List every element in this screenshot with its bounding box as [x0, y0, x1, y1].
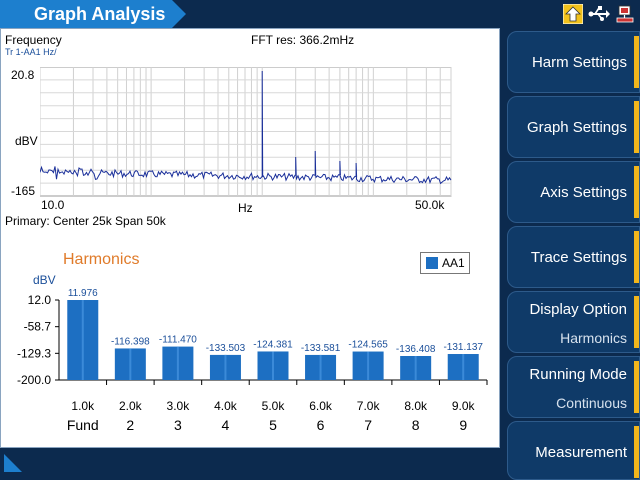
harmonic-frequency-label: 7.0k — [357, 399, 381, 413]
harmonic-bar-highlight — [272, 351, 274, 380]
menu-button-harm-settings[interactable]: Harm Settings — [507, 31, 640, 93]
spectrum-x-max: 50.0k — [415, 198, 445, 212]
harmonic-order-label: 5 — [269, 417, 277, 433]
harmonic-value-label: -111.470 — [159, 335, 197, 346]
usb-icon — [588, 3, 610, 25]
spectrum-y-min: -165 — [11, 184, 36, 198]
title-tab — [0, 0, 186, 28]
harmonics-y-unit: dBV — [33, 273, 56, 287]
page-title: Graph Analysis — [34, 4, 166, 24]
status-icons — [562, 3, 636, 25]
harmonic-frequency-label: 9.0k — [452, 399, 476, 413]
harmonic-bar-highlight — [414, 356, 417, 380]
menu-button-trace-settings[interactable]: Trace Settings — [507, 226, 640, 288]
harmonic-order-label: 9 — [459, 417, 467, 433]
menu-sub-value: Harmonics — [560, 330, 627, 346]
harmonics-legend: AA1 — [420, 252, 470, 274]
harmonic-frequency-label: 6.0k — [309, 399, 333, 413]
menu-label: Trace Settings — [530, 249, 627, 266]
harmonics-labels: 11.976 1.0k Fund -116.398 2.0k 2 -111.470 3.0k 3… — [67, 288, 484, 433]
menu-button-measurement[interactable]: Measurement — [507, 421, 640, 480]
harmonic-order-label: 8 — [412, 417, 420, 433]
menu-button-axis-settings[interactable]: Axis Settings — [507, 161, 640, 223]
menu-accent — [634, 166, 639, 218]
legend-label: AA1 — [442, 256, 465, 270]
harmonic-value-label: -133.503 — [206, 343, 246, 354]
harmonic-bar-highlight — [224, 354, 227, 380]
spectrum-y-unit: dBV — [15, 134, 38, 148]
trace-label: Tr 1-AA1 Hz/ — [5, 47, 57, 57]
spectrum-x-min: 10.0 — [41, 198, 65, 212]
harmonic-value-label: -116.398 — [111, 336, 150, 347]
graph-panel: Frequency Tr 1-AA1 Hz/ FFT res: 366.2mHz… — [0, 28, 500, 448]
frequency-label: Frequency — [5, 33, 62, 47]
harmonic-value-label: 11.976 — [68, 288, 98, 299]
menu-button-graph-settings[interactable]: Graph Settings — [507, 96, 640, 158]
y-tick-label: -58.7 — [24, 320, 52, 334]
harmonics-title: Harmonics — [63, 251, 140, 268]
spectrum-trace — [40, 70, 452, 185]
fft-resolution: FFT res: 366.2mHz — [251, 33, 355, 47]
menu-accent — [634, 296, 639, 348]
title-bar: Graph Analysis — [0, 0, 640, 28]
harmonic-value-label: -133.581 — [301, 343, 341, 354]
harmonic-bar-highlight — [129, 348, 132, 380]
y-tick-label: 12.0 — [28, 293, 52, 307]
menu-button-display-option[interactable]: Display Option Harmonics — [507, 291, 640, 353]
primary-readout: Primary: Center 25k Span 50k — [5, 214, 166, 228]
menu-accent — [634, 361, 639, 413]
menu-label: Harm Settings — [531, 54, 627, 71]
menu-accent — [634, 426, 639, 478]
legend-swatch — [426, 257, 438, 269]
harmonic-order-label: Fund — [67, 417, 99, 433]
menu-label: Graph Settings — [526, 119, 627, 136]
harmonic-bar-highlight — [176, 346, 179, 380]
menu-accent — [634, 101, 639, 153]
harmonic-value-label: -124.381 — [253, 339, 293, 350]
home-icon[interactable] — [562, 3, 584, 25]
corner-marker — [4, 454, 22, 472]
harmonic-value-label: -124.565 — [348, 340, 388, 351]
harmonic-bar-highlight — [81, 300, 84, 380]
menu-label: Measurement — [535, 444, 627, 461]
y-tick-label: -200.0 — [17, 373, 51, 387]
harmonic-frequency-label: 1.0k — [71, 399, 95, 413]
harmonic-order-label: 3 — [174, 417, 182, 433]
harmonic-value-label: -131.137 — [443, 342, 483, 353]
spectrum-y-max: 20.8 — [11, 68, 35, 82]
harmonic-value-label: -136.408 — [396, 344, 436, 355]
menu-label: Display Option — [529, 301, 627, 318]
harmonic-order-label: 2 — [126, 417, 134, 433]
menu-label: Axis Settings — [540, 184, 627, 201]
harmonic-bar-highlight — [319, 354, 322, 380]
menu-accent — [634, 36, 639, 88]
harmonic-frequency-label: 4.0k — [214, 399, 238, 413]
menu-label: Running Mode — [529, 366, 627, 383]
menu-accent — [634, 231, 639, 283]
y-tick-label: -129.3 — [17, 346, 51, 360]
harmonic-frequency-label: 8.0k — [404, 399, 428, 413]
harmonics-bars — [67, 300, 479, 380]
harmonic-frequency-label: 2.0k — [119, 399, 143, 413]
harmonic-bar-highlight — [367, 351, 370, 380]
harmonic-bar-highlight — [462, 354, 465, 380]
harmonic-frequency-label: 3.0k — [167, 399, 191, 413]
harmonics-chart[interactable]: 12.0 -58.7 -129.3 -200.0 11.976 1.0k Fund -116… — [1, 284, 499, 434]
harmonic-order-label: 6 — [317, 417, 325, 433]
spectrum-plot[interactable] — [40, 67, 452, 197]
menu-sub-value: Continuous — [556, 395, 627, 411]
network-icon — [614, 3, 636, 25]
harmonic-order-label: 7 — [364, 417, 372, 433]
harmonic-frequency-label: 5.0k — [262, 399, 286, 413]
harmonic-order-label: 4 — [222, 417, 230, 433]
spectrum-x-unit: Hz — [238, 201, 253, 215]
menu-button-running-mode[interactable]: Running Mode Continuous — [507, 356, 640, 418]
bottom-bar — [0, 450, 500, 480]
